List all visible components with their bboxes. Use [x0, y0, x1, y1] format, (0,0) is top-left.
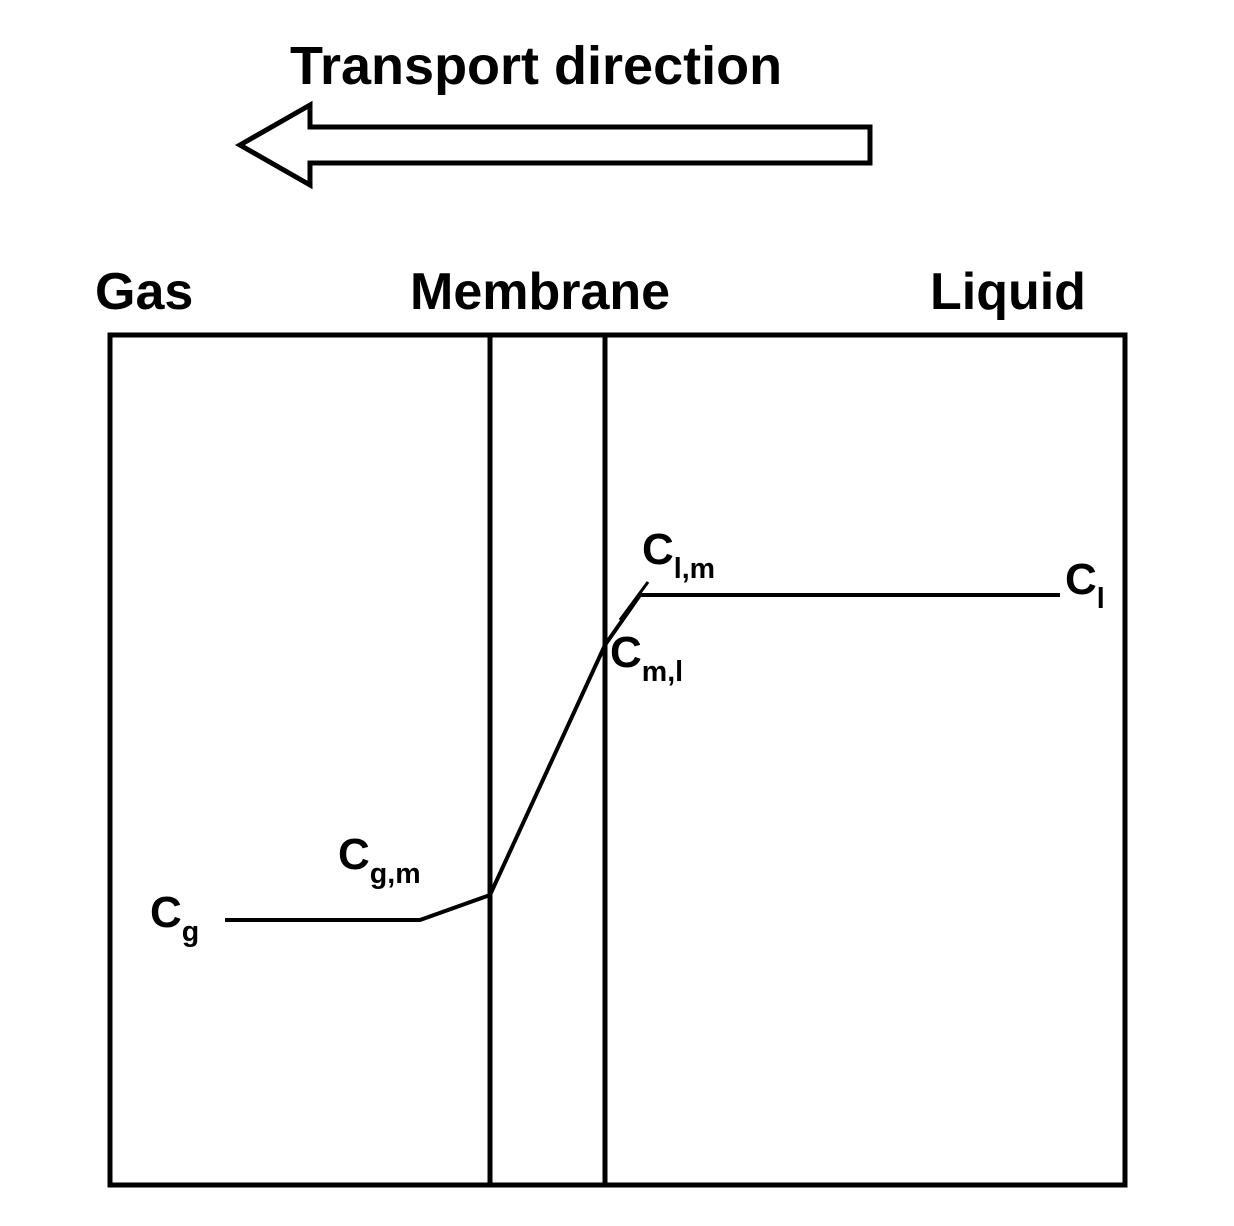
- title-text: Transport direction: [290, 35, 782, 97]
- transport-arrow: [240, 105, 870, 185]
- region-label-liquid: Liquid: [930, 262, 1086, 322]
- diagram-box: [110, 335, 1125, 1185]
- region-label-membrane: Membrane: [410, 262, 670, 322]
- region-label-gas: Gas: [95, 262, 193, 322]
- label-Cgm: Cg,m: [338, 830, 421, 887]
- label-Cml: Cm,l: [610, 628, 683, 685]
- label-Cg: Cg: [150, 888, 199, 945]
- diagram-container: Transport direction Gas Membrane Liquid …: [0, 0, 1234, 1226]
- clm-leader-line: [620, 582, 648, 620]
- diagram-svg: [0, 0, 1234, 1226]
- label-Cl: Cl: [1065, 555, 1105, 612]
- label-Clm: Cl,m: [642, 525, 715, 582]
